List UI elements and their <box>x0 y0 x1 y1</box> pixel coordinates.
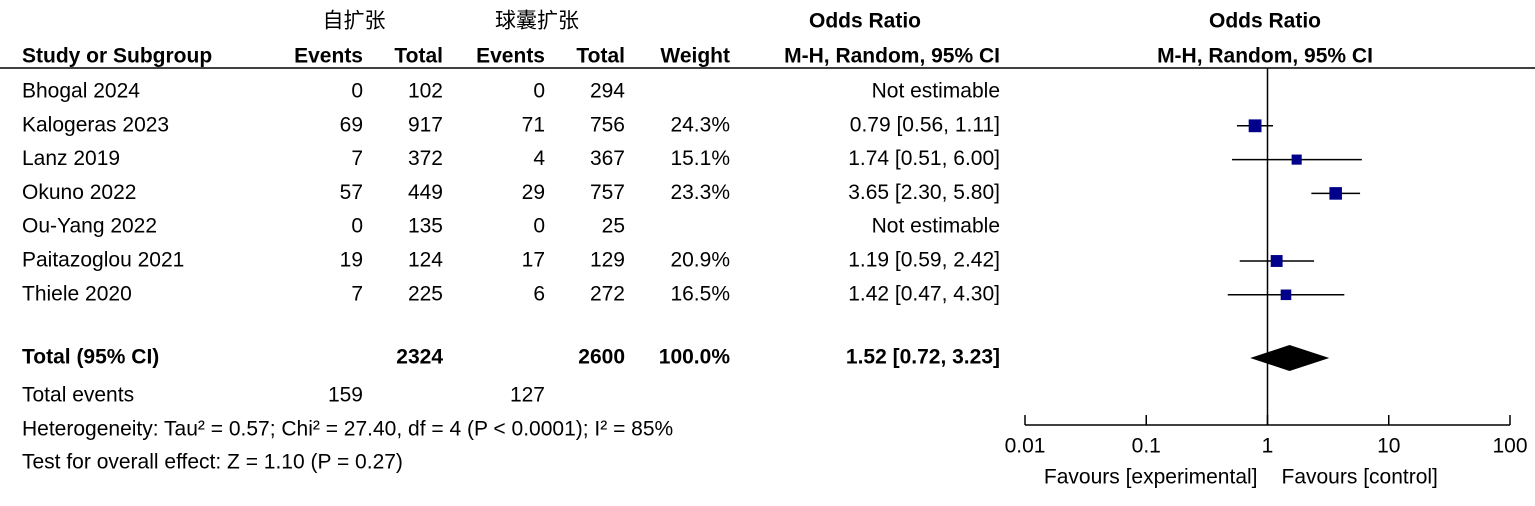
column-header: Weight <box>660 45 730 68</box>
study-square <box>1291 154 1302 165</box>
ci-label: 1.74 [0.51, 6.00] <box>848 147 1000 170</box>
events: 0 <box>351 215 363 238</box>
total: 917 <box>408 113 443 136</box>
total-name: Total (95% CI) <box>22 346 159 369</box>
events: 0 <box>533 215 545 238</box>
x-tick-label: 1 <box>1262 435 1274 458</box>
total: 129 <box>590 249 625 272</box>
group-header: 球囊扩张 <box>495 10 579 33</box>
study-name: Lanz 2019 <box>22 147 120 170</box>
events: 19 <box>340 249 363 272</box>
x-tick-label: 10 <box>1377 435 1400 458</box>
ci-label: 3.65 [2.30, 5.80] <box>848 181 1000 204</box>
total: 102 <box>408 80 443 103</box>
study-name: Paitazoglou 2021 <box>22 249 184 272</box>
total: 372 <box>408 147 443 170</box>
events: 127 <box>510 384 545 407</box>
column-header: Total <box>576 45 625 68</box>
study-square <box>1248 119 1262 133</box>
events: 7 <box>351 282 363 305</box>
total-diamond <box>1250 345 1330 371</box>
favours-label: Favours [experimental] <box>1044 466 1258 489</box>
events: 6 <box>533 282 545 305</box>
events: 29 <box>522 181 545 204</box>
column-header: Events <box>476 45 545 68</box>
ci-label: 1.42 [0.47, 4.30] <box>848 282 1000 305</box>
ci-label: 0.79 [0.56, 1.11] <box>850 113 1000 136</box>
events: 0 <box>351 80 363 103</box>
weight: 24.3% <box>670 113 730 136</box>
total: 757 <box>590 181 625 204</box>
heterogeneity: Heterogeneity: Tau² = 0.57; Chi² = 27.40… <box>22 418 673 441</box>
ci-label: 1.19 [0.59, 2.42] <box>848 249 1000 272</box>
study-name: Bhogal 2024 <box>22 80 140 103</box>
study-name: Okuno 2022 <box>22 181 136 204</box>
events: 71 <box>522 113 545 136</box>
study-name: Kalogeras 2023 <box>22 113 169 136</box>
weight: 23.3% <box>670 181 730 204</box>
study-name: Ou-Yang 2022 <box>22 215 157 238</box>
total: 449 <box>408 181 443 204</box>
study-square <box>1329 187 1342 200</box>
weight: 100.0% <box>659 346 731 369</box>
events: 17 <box>522 249 545 272</box>
column-header: M-H, Random, 95% CI <box>1157 45 1373 68</box>
ci-label: 1.52 [0.72, 3.23] <box>846 346 1000 369</box>
total: 367 <box>590 147 625 170</box>
weight: 20.9% <box>670 249 730 272</box>
column-header: Events <box>294 45 363 68</box>
column-header: Total <box>394 45 443 68</box>
ci-label: Not estimable <box>872 80 1000 103</box>
column-header: M-H, Random, 95% CI <box>784 45 1000 68</box>
events: 57 <box>340 181 363 204</box>
x-tick-label: 100 <box>1492 435 1527 458</box>
column-header: Odds Ratio <box>1209 10 1321 33</box>
x-tick-label: 0.1 <box>1132 435 1161 458</box>
events: 159 <box>328 384 363 407</box>
column-header: Odds Ratio <box>809 10 921 33</box>
total: 272 <box>590 282 625 305</box>
weight: 16.5% <box>670 282 730 305</box>
events: 69 <box>340 113 363 136</box>
overall-effect: Test for overall effect: Z = 1.10 (P = 0… <box>22 451 403 474</box>
total: 124 <box>408 249 443 272</box>
study-name: Thiele 2020 <box>22 282 132 305</box>
total: 135 <box>408 215 443 238</box>
total: 25 <box>602 215 625 238</box>
weight: 15.1% <box>670 147 730 170</box>
total: 2324 <box>396 346 443 369</box>
events: 7 <box>351 147 363 170</box>
study-square <box>1270 255 1283 267</box>
total: 756 <box>590 113 625 136</box>
group-header: 自扩张 <box>323 10 386 33</box>
total: 2600 <box>578 346 625 369</box>
total-events-label: Total events <box>22 384 134 407</box>
total: 225 <box>408 282 443 305</box>
ci-label: Not estimable <box>872 215 1000 238</box>
favours-label: Favours [control] <box>1282 466 1438 489</box>
events: 0 <box>533 80 545 103</box>
total: 294 <box>590 80 625 103</box>
events: 4 <box>533 147 545 170</box>
column-header: Study or Subgroup <box>22 45 212 68</box>
study-square <box>1280 289 1292 301</box>
x-tick-label: 0.01 <box>1005 435 1046 458</box>
